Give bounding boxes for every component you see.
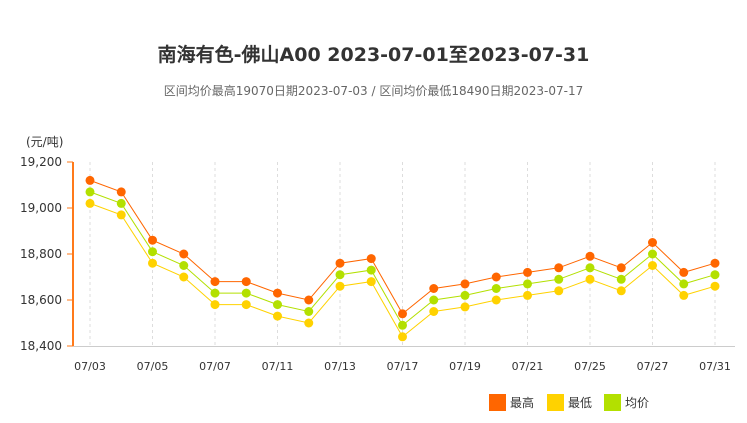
data-point-0 (179, 249, 189, 259)
data-point-0 (585, 251, 595, 261)
data-point-0 (491, 272, 501, 282)
chart-subtitle: 区间均价最高19070日期2023-07-03 / 区间均价最低18490日期2… (163, 84, 584, 98)
data-point-0 (523, 267, 532, 277)
data-point-2 (398, 320, 407, 330)
data-point-0 (116, 187, 126, 197)
data-point-2 (210, 288, 220, 298)
x-tick-label: 07/05 (137, 360, 169, 373)
data-point-2 (335, 270, 345, 280)
data-point-2 (273, 300, 282, 310)
data-point-1 (585, 274, 595, 284)
y-tick-label: 18,400 (20, 339, 62, 353)
y-tick-label: 18,800 (20, 247, 62, 261)
data-point-2 (679, 279, 689, 289)
data-point-0 (398, 309, 407, 319)
data-point-1 (648, 261, 657, 270)
data-point-2 (460, 290, 470, 300)
data-point-1 (148, 258, 157, 268)
data-point-1 (523, 290, 532, 300)
data-point-0 (460, 279, 470, 289)
x-tick-label: 07/31 (699, 360, 731, 373)
data-point-2 (710, 270, 720, 280)
data-point-1 (460, 302, 470, 312)
y-tick-label: 19,200 (20, 155, 62, 169)
data-point-1 (679, 290, 689, 300)
data-point-0 (554, 263, 564, 273)
y-axis-unit: (元/吨) (26, 135, 64, 149)
data-point-2 (304, 307, 314, 316)
x-tick-label: 07/03 (74, 360, 106, 373)
data-point-1 (273, 311, 282, 321)
data-point-1 (304, 318, 314, 328)
legend-swatch-high (489, 394, 506, 411)
data-point-1 (179, 272, 189, 282)
data-point-1 (85, 198, 95, 208)
chart-title: 南海有色-佛山A00 2023-07-01至2023-07-31 (157, 44, 590, 66)
data-point-1 (491, 295, 501, 305)
x-tick-label: 07/13 (324, 360, 356, 373)
data-point-2 (366, 265, 376, 275)
x-tick-label: 07/27 (637, 360, 669, 373)
data-point-1 (616, 286, 626, 296)
data-point-2 (585, 263, 595, 273)
data-point-2 (148, 247, 157, 257)
data-point-0 (335, 258, 345, 268)
data-point-2 (241, 288, 251, 298)
data-point-1 (335, 281, 345, 291)
x-tick-label: 07/21 (512, 360, 544, 373)
legend-label-low: 最低 (568, 396, 593, 410)
legend-swatch-low (547, 394, 564, 411)
x-tick-label: 07/19 (449, 360, 481, 373)
data-point-2 (179, 261, 189, 270)
legend-label-avg: 均价 (625, 396, 650, 410)
data-point-1 (554, 286, 564, 296)
y-tick-label: 18,600 (20, 293, 62, 307)
data-point-1 (241, 300, 251, 310)
data-point-0 (710, 258, 720, 268)
data-point-1 (210, 300, 220, 310)
legend-swatch-avg (604, 394, 621, 411)
data-point-2 (85, 187, 95, 197)
data-point-2 (116, 198, 126, 208)
x-tick-label: 07/25 (574, 360, 606, 373)
data-point-2 (491, 284, 501, 293)
data-point-2 (616, 274, 626, 284)
legend-item-low[interactable]: 最低 (547, 394, 592, 411)
data-point-0 (85, 175, 95, 185)
x-tick-label: 07/11 (262, 360, 294, 373)
legend-label-high: 最高 (510, 396, 535, 410)
data-point-2 (429, 295, 439, 305)
data-point-0 (148, 235, 157, 245)
data-point-0 (616, 263, 626, 273)
data-point-0 (366, 254, 376, 264)
data-point-1 (116, 210, 126, 220)
x-tick-label: 07/07 (199, 360, 231, 373)
data-point-1 (366, 277, 376, 287)
data-point-0 (210, 277, 220, 287)
data-point-2 (523, 279, 532, 289)
data-point-2 (648, 249, 657, 259)
data-point-0 (273, 288, 282, 298)
data-point-1 (429, 307, 439, 316)
data-point-0 (429, 284, 439, 293)
data-point-1 (710, 281, 720, 291)
legend-item-avg[interactable]: 均价 (604, 394, 649, 411)
data-point-0 (679, 267, 689, 277)
data-point-0 (648, 238, 657, 247)
x-tick-label: 07/17 (387, 360, 419, 373)
data-point-1 (398, 332, 407, 342)
legend-item-high[interactable]: 最高 (489, 394, 534, 411)
data-point-2 (554, 274, 564, 284)
data-point-0 (304, 295, 314, 305)
y-tick-label: 19,000 (20, 201, 62, 215)
data-point-0 (241, 277, 251, 287)
